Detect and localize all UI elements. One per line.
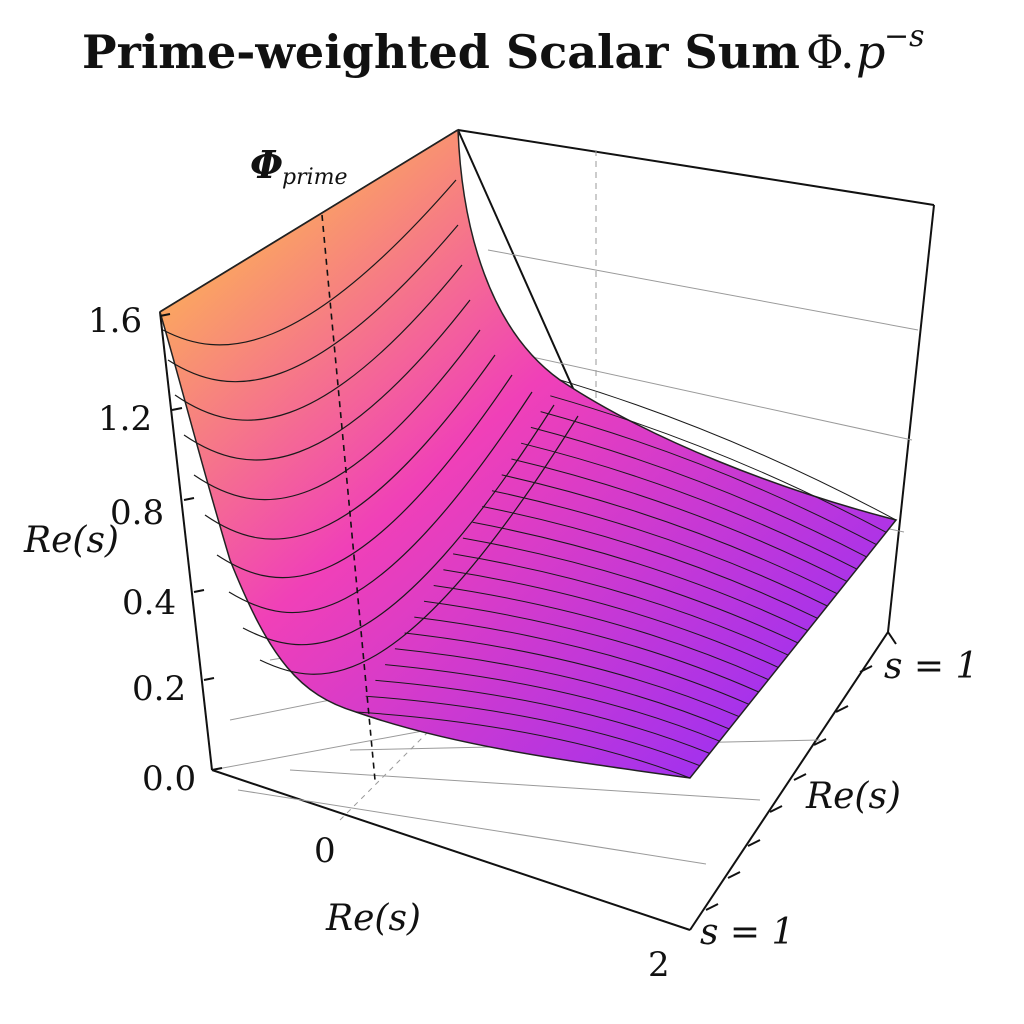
y-tick-label: s = 1 — [884, 646, 978, 687]
z-tick — [211, 767, 223, 771]
y-tick — [813, 738, 827, 746]
z-tick-label: 0.0 — [142, 759, 196, 799]
y-tick — [887, 631, 897, 645]
y-tick — [705, 903, 719, 911]
surface-contour — [242, 404, 555, 646]
surface — [159, 128, 898, 781]
z-tick-label: 0.8 — [110, 493, 164, 533]
grid-line — [487, 249, 919, 331]
tick-marks — [159, 313, 897, 911]
surface-contour — [174, 264, 463, 421]
surface-meshline — [365, 695, 700, 767]
surface-meshline — [520, 442, 858, 570]
surface-contour — [183, 299, 471, 461]
grid-line — [289, 769, 761, 801]
frame-edge — [211, 769, 691, 931]
y-tick-label: s = 1 — [700, 912, 794, 953]
y-tick — [793, 773, 807, 781]
axes-frame — [159, 129, 935, 931]
chart-title-operator: . — [840, 25, 855, 79]
grid-line — [499, 349, 913, 441]
surface-meshline — [443, 569, 779, 668]
surface-meshline — [501, 474, 838, 595]
y-tick — [727, 871, 741, 879]
surface-contour — [228, 391, 533, 614]
surface-meshline — [423, 600, 759, 693]
y-tick — [747, 839, 761, 847]
z-axis-tick-labels: 1.6 1.2 0.8 0.4 0.2 0.0 — [88, 301, 196, 799]
z-axis-label-sub: prime — [282, 165, 348, 190]
surface-meshline — [414, 616, 750, 705]
z-tick — [193, 589, 205, 593]
frame-edge — [887, 204, 935, 633]
surface-meshline — [462, 537, 799, 644]
z-tick — [203, 677, 215, 681]
z-tick-label: 0.4 — [122, 583, 176, 623]
surface-meshline — [491, 490, 828, 607]
x-tick-label: 0 — [314, 831, 336, 871]
x-tick-label: 2 — [648, 945, 670, 985]
grid-line — [237, 789, 707, 865]
x-axis-label: Re(s) — [325, 898, 421, 939]
y-axis-label: Re(s) — [805, 776, 901, 817]
surface-contour — [204, 354, 496, 540]
chart-title: Prime-weighted Scalar Sum Φ . p −s — [82, 19, 925, 79]
z-axis-label-main: Φ — [250, 142, 283, 187]
surface-contour — [259, 415, 579, 675]
chart-title-text: Prime-weighted Scalar Sum — [82, 25, 800, 79]
surface-meshline — [433, 585, 769, 681]
chart-title-exponent: −s — [884, 19, 925, 54]
z-tick-label: 1.2 — [98, 399, 152, 439]
frame-edge — [689, 631, 889, 931]
y-tick — [859, 665, 873, 673]
frame-edge — [159, 311, 213, 771]
z-axis-label: Φ prime — [250, 142, 348, 190]
surface-meshline — [482, 506, 818, 619]
z-tick-label: 1.6 — [88, 301, 142, 341]
surface-meshline — [453, 553, 789, 656]
y-tick — [769, 805, 783, 813]
surface-meshline — [550, 395, 887, 533]
z-tick — [183, 497, 195, 501]
surface-meshline — [404, 632, 740, 718]
surface-meshline — [472, 521, 808, 632]
z-tick-label: 0.2 — [132, 669, 186, 709]
surface-contour — [216, 374, 513, 579]
y-tick — [835, 705, 849, 713]
surface-meshline — [511, 458, 848, 582]
surface-meshline — [375, 679, 710, 754]
frame-edge — [457, 129, 935, 206]
z-axis-side-label: Re(s) — [23, 520, 119, 561]
chart-title-base: p — [856, 25, 885, 79]
surface-contour — [167, 224, 459, 383]
surface-meshline — [540, 411, 877, 546]
surface-patch — [159, 128, 898, 779]
z-tick — [171, 407, 183, 411]
surface-meshline — [385, 664, 720, 742]
surface-meshline — [559, 379, 897, 521]
z-tick — [159, 313, 171, 317]
surface-meshline — [355, 711, 691, 779]
chart-title-symbol: Φ — [806, 25, 844, 79]
surface-meshline — [394, 648, 730, 730]
surface-contour — [162, 179, 457, 346]
surface-meshline — [530, 426, 867, 558]
surface-contour — [193, 329, 481, 501]
